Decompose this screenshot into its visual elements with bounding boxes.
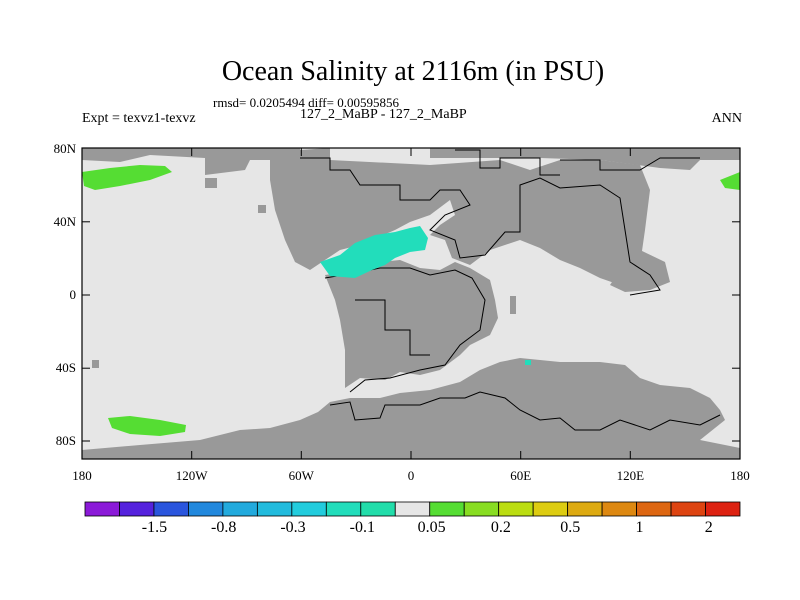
map-title: Ocean Salinity at 2116m (in PSU) — [221, 56, 605, 87]
island-3 — [92, 360, 99, 368]
land-south-continent — [325, 260, 498, 388]
land-north-continent — [270, 148, 650, 285]
anomaly-patches — [82, 165, 740, 436]
y-tick-label: 40S — [56, 360, 76, 375]
colorbar-box — [532, 501, 569, 517]
colorbar-label: 1 — [636, 519, 644, 536]
positive-anomaly-north-pacific — [82, 165, 172, 190]
colorbar-label: -0.8 — [211, 519, 236, 536]
colorbar-box — [153, 501, 189, 517]
coastlines — [300, 149, 721, 431]
land-masses — [82, 148, 740, 459]
colorbar — [84, 501, 741, 517]
colorbar-box — [119, 501, 155, 517]
colorbar-label: 0.05 — [418, 519, 446, 536]
colorbar-box — [463, 501, 500, 517]
rmsd-diff-stats: rmsd= 0.0205494 diff= 0.00595856 — [213, 95, 399, 110]
colorbar-box — [670, 501, 706, 517]
colorbar-box — [394, 501, 431, 517]
positive-anomaly-south-pacific — [108, 416, 186, 436]
colorbar-box — [222, 501, 258, 517]
colorbar-label: -0.3 — [280, 519, 305, 536]
island-1 — [205, 178, 217, 188]
axis-tick-marks — [81, 147, 741, 459]
x-tick-label: 120W — [176, 468, 209, 483]
colorbar-box — [498, 501, 534, 517]
colorbar-label: 0.5 — [560, 519, 580, 536]
colorbar-box — [256, 501, 293, 517]
x-tick-label: 180 — [730, 468, 750, 483]
y-tick-label: 80S — [56, 433, 76, 448]
land-antarctic — [82, 358, 740, 459]
x-tick-label: 60W — [289, 468, 315, 483]
island-2 — [258, 205, 266, 213]
colorbar-box — [636, 501, 672, 517]
colorbar-box — [325, 501, 362, 517]
negative-anomaly-small — [525, 360, 531, 365]
colorbar-label: 2 — [705, 519, 713, 536]
x-tick-label: 0 — [408, 468, 415, 483]
colorbar-label: 0.2 — [491, 519, 511, 536]
y-tick-label: 0 — [70, 287, 77, 302]
negative-anomaly-atlantic — [320, 226, 428, 278]
positive-anomaly-east-edge — [720, 172, 740, 190]
y-tick-label: 40N — [54, 214, 77, 229]
x-tick-label: 180 — [72, 468, 92, 483]
colorbar-box — [188, 501, 224, 517]
experiment-label: Expt = texvz1-texvz — [82, 111, 196, 126]
y-tick-label: 80N — [54, 141, 77, 156]
land-arctic-eurasia — [430, 148, 740, 170]
x-tick-label: 120E — [617, 468, 645, 483]
colorbar-box — [360, 501, 396, 517]
colorbar-box — [705, 501, 741, 517]
colorbar-box — [84, 501, 120, 517]
colorbar-box — [601, 501, 637, 517]
colorbar-label: -1.5 — [142, 519, 167, 536]
colorbar-box — [291, 501, 327, 517]
x-tick-label: 60E — [510, 468, 531, 483]
land-east-extension — [610, 250, 670, 292]
colorbar-box — [567, 501, 603, 517]
island-4 — [510, 296, 516, 314]
colorbar-box — [429, 501, 465, 517]
colorbar-label: -0.1 — [350, 519, 375, 536]
case-label: 127_2_MaBP - 127_2_MaBP — [300, 107, 467, 122]
season-label: ANN — [711, 111, 742, 126]
land-arctic-north-america — [82, 148, 300, 175]
